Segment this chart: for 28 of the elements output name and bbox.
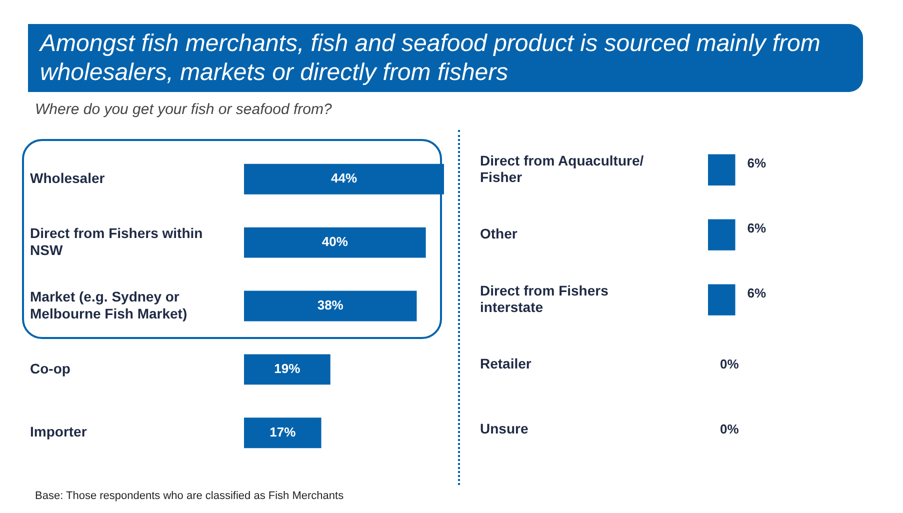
bar: [244, 354, 330, 385]
y-tick-label: Retailer: [480, 356, 532, 372]
bar: [244, 164, 444, 194]
data-label: 0%: [720, 356, 740, 372]
y-tick-label: Other: [480, 226, 518, 242]
data-label: 6%: [747, 155, 767, 170]
bar: [244, 290, 417, 322]
y-tick-label: Importer: [30, 424, 88, 440]
data-label: 6%: [747, 220, 767, 236]
data-label: 38%: [317, 298, 344, 313]
y-tick-label: Unsure: [480, 420, 528, 437]
bar: [244, 227, 426, 258]
bar: [244, 418, 322, 448]
y-tick-label: Co-op: [30, 360, 70, 376]
data-label: 19%: [274, 361, 301, 376]
data-label: 40%: [322, 234, 348, 250]
data-label: 44%: [330, 170, 358, 186]
y-tick-label: Direct from Fishers interstate: [480, 282, 609, 316]
text: Base: Those respondents who are classified as Fish Merchants: [35, 490, 344, 502]
chart-title: Amongst fish merchants, fish and seafood product is sourced mainly from wholesalers, markets or directly from fishers: [28, 24, 863, 92]
y-tick-label: Direct from Aquaculture/ Fisher: [480, 152, 644, 186]
data-label: 0%: [720, 421, 740, 436]
y-tick-label: Wholesaler: [30, 170, 106, 186]
y-tick-label: Market (e.g. Sydney or Melbourne Fish Market): [30, 288, 188, 322]
y-tick-label: Direct from Fishers within NSW: [30, 225, 203, 258]
data-label: 17%: [270, 424, 296, 440]
chart-subtitle: Where do you get your fish or seafood from?: [35, 101, 332, 118]
data-label: 6%: [747, 285, 767, 300]
